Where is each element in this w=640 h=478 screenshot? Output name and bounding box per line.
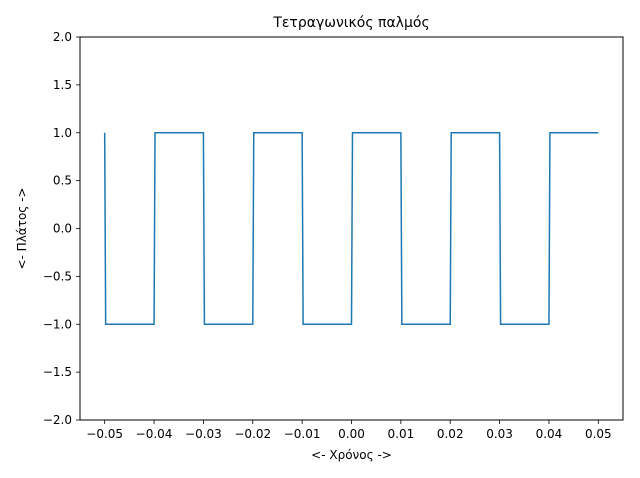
plot-frame bbox=[79, 36, 624, 421]
x-tick-label: 0.04 bbox=[536, 427, 563, 441]
y-tick-label: −2.0 bbox=[43, 413, 72, 427]
y-tick-label: −0.5 bbox=[43, 269, 72, 283]
x-tick-label: 0.02 bbox=[437, 427, 464, 441]
y-tick-label: 0.0 bbox=[53, 222, 72, 236]
x-tick-label: −0.05 bbox=[86, 427, 123, 441]
x-tick-label: 0.03 bbox=[486, 427, 513, 441]
x-tick-label: −0.04 bbox=[136, 427, 173, 441]
y-tick-label: −1.0 bbox=[43, 317, 72, 331]
x-tick-label: 0.05 bbox=[585, 427, 612, 441]
x-axis-ticks: −0.05 −0.04 −0.03 −0.02 −0.01 0.00 0.01 0.02 0.0… bbox=[86, 420, 612, 441]
chart-title: Τετραγωνικός παλμός bbox=[272, 15, 429, 31]
x-tick-label: −0.02 bbox=[234, 427, 271, 441]
x-tick-label: 0.00 bbox=[338, 427, 365, 441]
y-tick-label: 2.0 bbox=[53, 30, 72, 44]
x-axis-title: <- Χρόνος -> bbox=[311, 448, 392, 462]
y-tick-label: 1.0 bbox=[53, 126, 72, 140]
y-tick-label: 0.5 bbox=[53, 174, 72, 188]
square-wave-line bbox=[103, 132, 599, 325]
y-tick-label: 1.5 bbox=[53, 78, 72, 92]
y-axis-ticks: −2.0 −1.5 −1.0 −0.5 0.0 0.5 1.0 1.5 2.0 bbox=[43, 30, 80, 427]
y-tick-label: −1.5 bbox=[43, 365, 72, 379]
y-axis-title: <- Πλάτος -> bbox=[15, 187, 29, 269]
series-layer bbox=[103, 132, 599, 325]
x-tick-label: −0.01 bbox=[284, 427, 321, 441]
x-tick-label: −0.03 bbox=[185, 427, 222, 441]
x-tick-label: 0.01 bbox=[388, 427, 415, 441]
